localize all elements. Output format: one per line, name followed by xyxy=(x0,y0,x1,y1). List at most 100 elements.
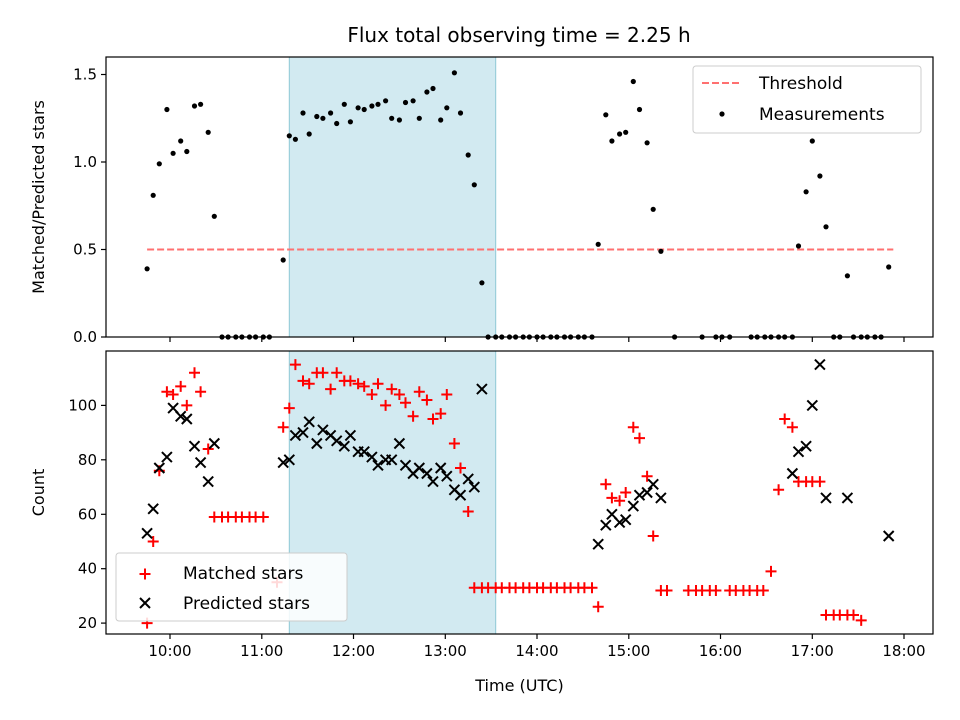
data-point xyxy=(786,467,799,480)
data-point xyxy=(211,213,217,219)
data-point xyxy=(814,476,826,488)
data-point xyxy=(347,119,353,125)
data-point xyxy=(809,138,815,144)
data-point xyxy=(153,462,166,474)
legend-predicted-swatch xyxy=(139,597,151,609)
data-point xyxy=(413,386,425,398)
data-point xyxy=(334,120,340,127)
data-point xyxy=(358,445,370,458)
data-point xyxy=(283,454,296,466)
data-point xyxy=(369,103,375,109)
x-tick-label: 15:00 xyxy=(607,642,650,660)
data-point xyxy=(320,115,326,121)
data-point xyxy=(355,105,361,111)
axes-frame xyxy=(105,56,934,338)
series-1 xyxy=(141,358,895,550)
legend-measurements-swatch xyxy=(719,111,725,117)
data-point xyxy=(586,582,598,594)
data-point xyxy=(424,89,430,95)
bottom-panel: 20 40 60 80 100 10:00 11:00 12:00 13:00 14:00 15:0… xyxy=(29,350,934,695)
data-point xyxy=(454,489,467,501)
data-point xyxy=(413,462,426,474)
data-point xyxy=(636,106,643,113)
legend-matched-label: Matched stars xyxy=(183,564,303,584)
data-point xyxy=(820,492,832,504)
data-point xyxy=(658,248,664,254)
data-point xyxy=(479,280,485,286)
data-point xyxy=(297,375,309,387)
data-point xyxy=(609,138,615,144)
data-point xyxy=(465,152,471,158)
y-tick-label: 0.5 xyxy=(73,241,97,259)
data-point xyxy=(792,445,805,458)
y-axis-label: Matched/Predicted stars xyxy=(29,100,48,294)
data-point xyxy=(289,429,302,442)
data-point xyxy=(380,399,392,411)
data-point xyxy=(886,264,892,270)
data-point xyxy=(462,473,474,485)
data-point xyxy=(372,378,384,390)
data-point xyxy=(366,451,378,463)
data-point xyxy=(341,101,347,107)
data-point xyxy=(205,129,211,135)
data-point xyxy=(303,378,315,390)
data-point xyxy=(184,148,190,155)
data-point xyxy=(592,601,604,613)
data-point xyxy=(385,454,398,466)
data-point xyxy=(338,440,351,452)
data-point xyxy=(393,389,405,400)
legend-predicted-label: Predicted stars xyxy=(183,594,310,614)
data-point xyxy=(317,424,329,436)
data-point xyxy=(317,367,329,379)
data-point xyxy=(427,413,439,425)
y-tick-label: 60 xyxy=(78,505,97,523)
y-tick-label: 100 xyxy=(68,396,97,414)
data-point xyxy=(627,421,639,433)
data-point xyxy=(366,389,378,400)
data-point xyxy=(325,383,337,395)
x-tick-label: 11:00 xyxy=(240,642,283,660)
data-point xyxy=(289,359,301,371)
data-point xyxy=(306,131,312,137)
data-point xyxy=(277,456,289,469)
data-point xyxy=(421,394,433,406)
data-point xyxy=(773,484,785,496)
legend-bottom: Matched stars Predicted stars xyxy=(115,552,348,622)
data-point xyxy=(623,129,629,135)
data-point xyxy=(344,375,356,387)
data-point xyxy=(280,257,286,263)
data-point xyxy=(303,416,315,428)
data-point xyxy=(386,383,398,395)
data-point xyxy=(800,440,812,452)
data-point xyxy=(438,117,444,123)
data-point xyxy=(141,527,153,540)
y-tick-label: 1.5 xyxy=(73,66,97,84)
data-point xyxy=(841,492,854,504)
data-point xyxy=(641,486,653,499)
data-point xyxy=(175,380,187,392)
data-point xyxy=(817,173,823,179)
data-point xyxy=(198,101,204,107)
data-point xyxy=(661,585,673,596)
data-point xyxy=(393,437,406,450)
x-tick-label: 17:00 xyxy=(791,642,834,660)
data-point xyxy=(344,429,357,442)
y-tick-label: 20 xyxy=(78,614,97,632)
data-point xyxy=(164,106,170,113)
data-point xyxy=(644,140,650,146)
y-axis-label: Count xyxy=(29,469,48,517)
data-point xyxy=(471,182,477,188)
axes-frame xyxy=(105,350,934,635)
data-point xyxy=(181,413,193,425)
data-point xyxy=(848,609,859,621)
data-point xyxy=(195,386,207,398)
data-point xyxy=(435,408,447,420)
data-point xyxy=(647,478,659,491)
data-point xyxy=(352,378,364,390)
x-tick-label: 13:00 xyxy=(424,642,467,660)
data-point xyxy=(170,150,176,156)
data-point xyxy=(161,386,173,398)
y-tick-label: 1.0 xyxy=(73,153,97,171)
data-point xyxy=(844,273,851,279)
data-point xyxy=(188,440,201,452)
